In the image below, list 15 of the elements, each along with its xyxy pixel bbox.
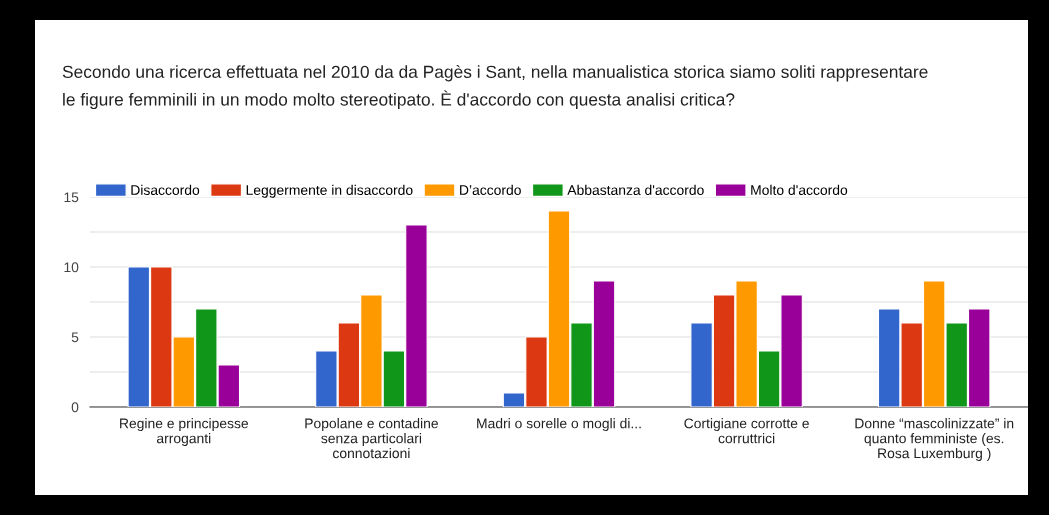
- legend-label: Molto d'accordo: [751, 184, 848, 195]
- y-tick-label: 0: [71, 402, 79, 413]
- legend-label: D’accordo: [460, 184, 521, 195]
- x-tick-label: Popolane e contadine senza particolari connotazioni: [305, 418, 438, 459]
- legend-label: Disaccordo: [131, 184, 200, 195]
- y-tick-label: 15: [64, 192, 79, 203]
- legend-label: Leggermente in disaccordo: [246, 184, 413, 198]
- y-tick-label: 5: [71, 332, 79, 343]
- x-tick-label: Madri o sorelle o mogli di...: [477, 418, 641, 432]
- chart-title: Secondo una ricerca effettuata nel 2010 da da Pagès i Sant, nella manualistica storica siamo soliti rappresentare le figure femminili in un modo molto stereotipato. È d'accordo con questa analisi critica?: [62, 65, 928, 110]
- x-tick-label: Donne “mascolinizzate” in quanto femministe (es. Rosa Luxemburg ): [855, 418, 1014, 461]
- x-tick-label: Regine e principesse arroganti: [120, 418, 249, 447]
- x-tick-label: Cortigiane corrotte e corruttrici: [684, 418, 809, 444]
- legend-label: Abbastanza d'accordo: [567, 184, 704, 195]
- y-tick-label: 10: [64, 262, 79, 273]
